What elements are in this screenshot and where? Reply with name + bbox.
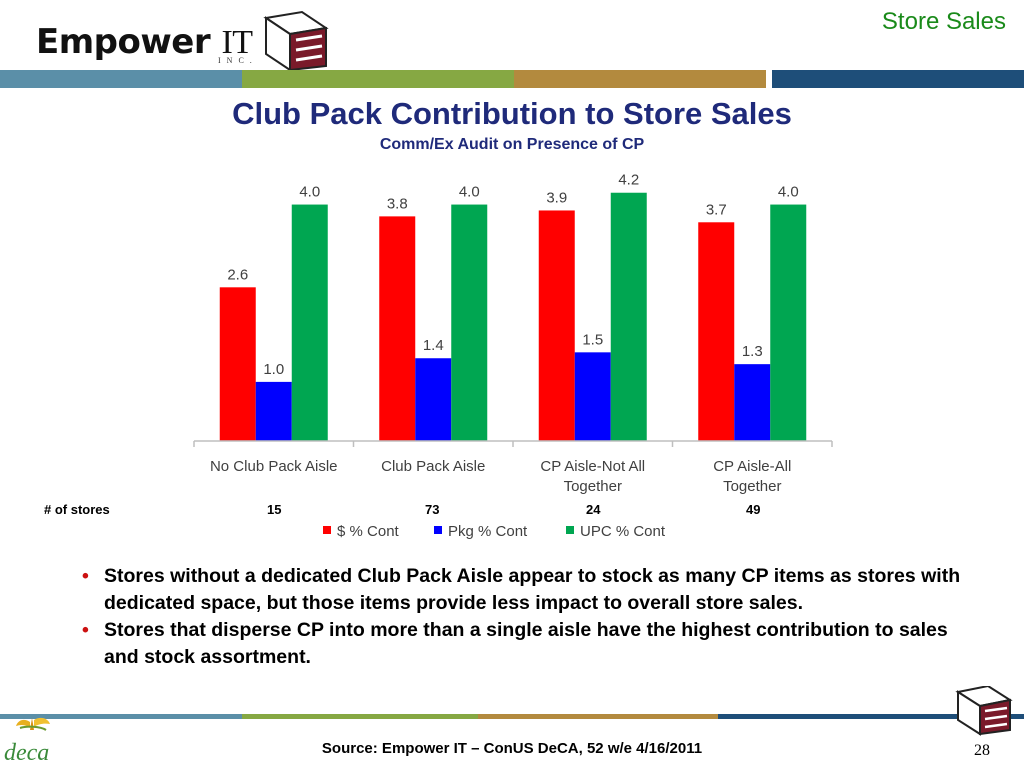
category-label: CP Aisle-All Together: [713, 458, 791, 495]
data-label: 3.8: [387, 195, 408, 212]
stripe-segment: [0, 70, 242, 88]
stripe-segment: [0, 714, 242, 719]
category-label: Club Pack Aisle: [381, 458, 485, 475]
bar: [451, 204, 488, 441]
deca-logo: deca: [4, 717, 50, 766]
store-count-value: 24: [586, 502, 601, 517]
legend-label: UPC % Cont: [580, 523, 666, 540]
page-number: 28: [974, 742, 990, 759]
empower-e-emblem-icon: [263, 10, 329, 72]
store-count-value: 73: [425, 502, 440, 517]
bar: [219, 287, 256, 441]
data-label: 4.0: [299, 184, 320, 201]
bullet-icon: •: [82, 619, 89, 641]
data-label: 1.4: [423, 337, 444, 354]
legend-swatch: [566, 526, 574, 534]
store-count-value: 15: [267, 502, 282, 517]
findings-list: • Stores without a dedicated Club Pack A…: [82, 563, 962, 671]
category-label: CP Aisle-Not All Together: [540, 458, 645, 495]
bar: [415, 358, 452, 441]
bullet-icon: •: [82, 565, 89, 587]
brand-inc: INC.: [218, 56, 258, 65]
stripe-segment: [766, 70, 772, 88]
store-count-value: 49: [746, 502, 761, 517]
data-label: 4.0: [778, 184, 799, 201]
slide-subtitle: Comm/Ex Audit on Presence of CP: [379, 136, 645, 153]
stripe-segment: [242, 70, 514, 88]
legend-swatch: [323, 526, 331, 534]
legend-label: Pkg % Cont: [448, 523, 528, 540]
section-title: Store Sales: [881, 8, 1006, 35]
bar: [574, 352, 611, 441]
store-counts-row: # of stores 15 73 24 49: [0, 502, 1024, 522]
slide-title: Club Pack Contribution to Store Sales: [232, 96, 792, 131]
brand-name: Empower IT: [36, 22, 253, 62]
legend: $ % Cont Pkg % Cont UPC % Cont: [323, 523, 666, 540]
stripe-segment: [514, 70, 766, 88]
data-labels-layer: 2.6 1.0 4.0 3.8 1.4 4.0 3.9 1.5 4.2 3.7 1.3 4.0: [227, 172, 798, 378]
data-label: 2.6: [227, 266, 248, 283]
data-label: 1.0: [263, 361, 284, 378]
brand-name-part2: IT: [221, 24, 253, 61]
stripe-segment: [772, 70, 1024, 88]
bar-chart: 2.6 1.0 4.0 3.8 1.4 4.0 3.9 1.5 4.2 3.7 1.3 4.0 No …: [193, 172, 833, 540]
bar: [291, 204, 328, 441]
axis-ticks-layer: [193, 441, 833, 447]
data-label: 4.0: [459, 184, 480, 201]
data-label: 1.5: [582, 331, 603, 348]
finding-text: Stores without a dedicated Club Pack Ais…: [104, 565, 961, 614]
bar: [698, 222, 735, 441]
stripe-segment: [718, 714, 1024, 719]
bar: [610, 192, 647, 441]
bars-layer: [219, 192, 807, 441]
bar: [538, 210, 575, 441]
category-label: No Club Pack Aisle: [210, 458, 338, 475]
finding-item: • Stores without a dedicated Club Pack A…: [82, 563, 962, 617]
stripe-segment: [242, 714, 478, 719]
store-counts-label: # of stores: [44, 502, 110, 517]
data-label: 3.9: [546, 189, 567, 206]
data-label: 4.2: [618, 172, 639, 189]
category-labels-layer: No Club Pack Aisle Club Pack Aisle CP Aisl…: [210, 458, 791, 495]
header-stripe: [0, 70, 1024, 88]
bar: [770, 204, 807, 441]
stripe-segment: [478, 714, 718, 719]
empower-it-logo: Empower IT INC.: [36, 8, 336, 72]
empower-corner-emblem-icon: [955, 686, 1013, 736]
finding-text: Stores that disperse CP into more than a…: [104, 619, 948, 668]
source-note: Source: Empower IT – ConUS DeCA, 52 w/e …: [321, 740, 703, 757]
finding-item: • Stores that disperse CP into more than…: [82, 617, 962, 671]
legend-label: $ % Cont: [337, 523, 400, 540]
footer-stripe: [0, 714, 1024, 719]
bar: [255, 381, 292, 441]
bar: [379, 216, 416, 441]
legend-swatch: [434, 526, 442, 534]
brand-name-part1: Empower: [36, 22, 211, 62]
bar: [734, 364, 771, 441]
data-label: 3.7: [706, 201, 727, 218]
data-label: 1.3: [742, 343, 763, 360]
deca-logo-text: deca: [4, 740, 49, 766]
